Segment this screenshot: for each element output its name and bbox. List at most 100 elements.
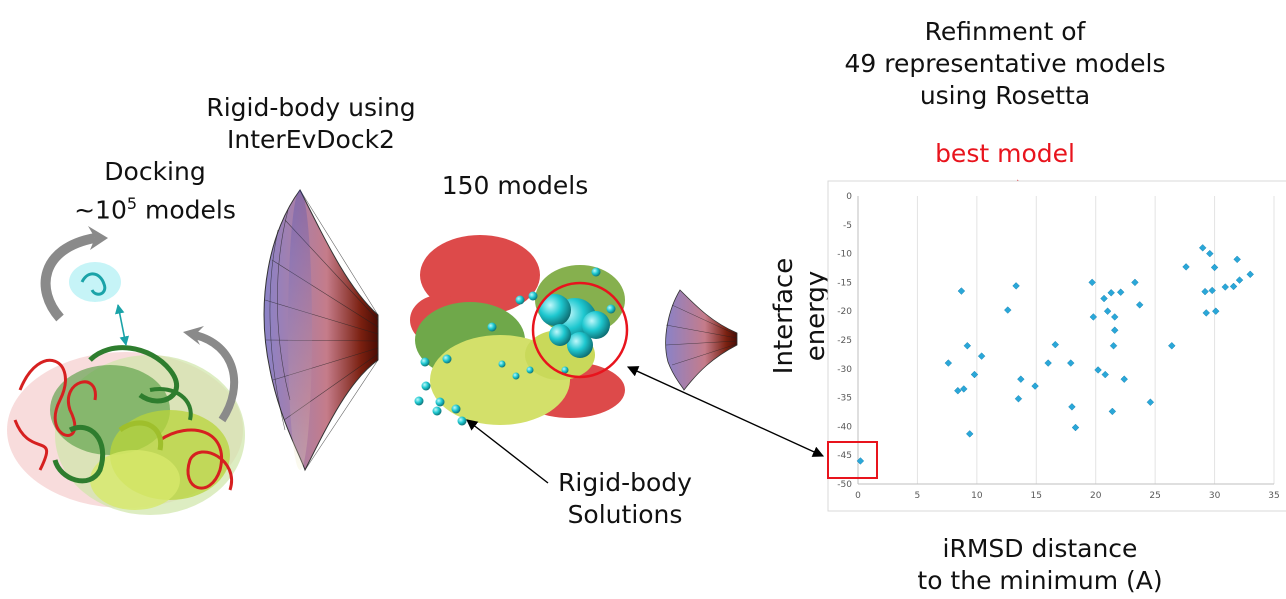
scatter-point — [963, 342, 972, 350]
scatter-point — [1107, 289, 1115, 297]
scatter-point — [1109, 342, 1118, 350]
scatter-point — [1068, 403, 1076, 411]
y-tick-label: -50 — [837, 480, 852, 490]
y-tick-label: -10 — [837, 250, 852, 260]
scatter-point — [1088, 278, 1096, 287]
scatter-point — [1131, 278, 1139, 287]
scatter-point — [1100, 294, 1108, 303]
x-tick-label: 15 — [1031, 491, 1042, 501]
x-tick-label: 25 — [1149, 491, 1160, 501]
models-150-structure — [410, 235, 629, 426]
rigid-solutions-label: Rigid-body Solutions — [530, 467, 720, 531]
y-tick-label: -40 — [837, 422, 852, 432]
refinement-line3: using Rosetta — [919, 81, 1091, 110]
scatter-point — [965, 430, 974, 438]
large-energy-funnel — [263, 189, 379, 472]
x-tick-label: 30 — [1209, 491, 1221, 501]
rigid-body-label-line2: InterEvDock2 — [227, 125, 395, 154]
models-150-text: 150 models — [441, 171, 589, 200]
scatter-point — [1168, 342, 1176, 350]
scatter-point — [1208, 286, 1216, 295]
chart-points — [856, 244, 1254, 465]
scatter-point — [1066, 359, 1075, 367]
chart-x-ticks: 0 5 10 15 20 25 30 35 — [855, 491, 1280, 501]
scatter-point — [1146, 398, 1155, 406]
y-tick-label: -45 — [837, 451, 852, 461]
x-tick-label: 35 — [1268, 491, 1279, 501]
scatter-point — [1198, 244, 1207, 252]
scatter-point — [1229, 282, 1238, 291]
scatter-point — [1004, 306, 1012, 314]
scatter-point — [1051, 340, 1060, 349]
small-energy-funnel — [665, 289, 738, 391]
scatter-point — [1246, 270, 1254, 279]
scatter-point — [1044, 359, 1052, 367]
scatter-point — [1235, 276, 1244, 284]
rigid-solutions-line1: Rigid-body — [558, 468, 692, 497]
scatter-point — [1101, 370, 1109, 379]
scatter-point — [960, 385, 968, 393]
x-axis-label: iRMSD distance to the minimum (A) — [890, 533, 1190, 597]
refinement-label: Refinment of 49 representative models us… — [830, 16, 1180, 112]
best-model-highlight-box — [827, 441, 878, 479]
scatter-point — [1182, 263, 1190, 271]
scatter-point — [1094, 366, 1102, 374]
scatter-point — [1110, 326, 1119, 334]
best-model-label: best model — [935, 139, 1075, 168]
y-tick-label: 0 — [846, 192, 852, 202]
scatter-point — [1103, 307, 1112, 315]
docking-label-line2: ~105 models — [74, 194, 236, 225]
scatter-point — [1108, 407, 1117, 416]
scatter-point — [1089, 313, 1098, 321]
chart-y-ticks: 0 -5 -10 -15 -20 -25 -30 -35 -40 -45 -50 — [837, 192, 852, 490]
solutions-pointer-arrow — [466, 419, 549, 484]
x-axis-label-line1: iRMSD distance — [942, 534, 1138, 563]
scatter-point — [1116, 288, 1125, 296]
scatter-point — [1135, 301, 1144, 309]
scatter-point — [944, 359, 953, 367]
scatter-point — [856, 457, 865, 465]
x-axis-label-line2: to the minimum (A) — [917, 566, 1163, 595]
scatter-point — [1120, 375, 1128, 383]
y-tick-label: -15 — [837, 278, 852, 288]
rigid-body-label-line1: Rigid-body using — [206, 93, 416, 122]
docking-label-line1: Docking — [104, 157, 206, 186]
scatter-point — [977, 352, 986, 360]
scatter-point — [1210, 263, 1219, 272]
scatter-point — [970, 370, 979, 379]
models-150-label: 150 models — [420, 170, 610, 202]
x-tick-label: 5 — [915, 491, 921, 501]
docking-complex-illustration — [7, 226, 245, 515]
scatter-point — [1012, 282, 1020, 290]
scatter-point — [954, 386, 962, 395]
best-model-link-arrow — [626, 366, 825, 457]
scatter-point — [1031, 382, 1039, 390]
scatter-point — [1071, 423, 1080, 432]
x-tick-label: 0 — [855, 491, 861, 501]
docking-label: Docking ~105 models — [55, 156, 255, 226]
x-tick-label: 10 — [971, 491, 983, 501]
scatter-point — [1201, 287, 1209, 296]
rigid-solutions-line2: Solutions — [567, 500, 683, 529]
x-tick-label: 20 — [1090, 491, 1102, 501]
scatter-point — [1221, 283, 1230, 291]
rigid-body-label: Rigid-body using InterEvDock2 — [196, 92, 426, 156]
scatter-point — [1014, 394, 1023, 403]
y-tick-label: -20 — [837, 307, 852, 317]
scatter-chart: 0 5 10 15 20 25 30 35 0 -5 -10 -15 -20 -25 -30 -35 -40 -… — [827, 180, 1286, 512]
y-tick-label: -5 — [843, 221, 852, 231]
scatter-point — [957, 287, 966, 295]
scatter-point — [1206, 249, 1214, 258]
refinement-line1: Refinment of — [924, 17, 1086, 46]
scatter-point — [1233, 255, 1241, 264]
scatter-point — [1110, 313, 1119, 321]
scatter-point — [1202, 309, 1211, 317]
refinement-line2: 49 representative models — [844, 49, 1166, 78]
chart-grid — [857, 196, 1275, 485]
y-tick-label: -35 — [837, 394, 852, 404]
y-tick-label: -25 — [837, 336, 852, 346]
scatter-point — [1212, 307, 1220, 315]
y-tick-label: -30 — [837, 365, 852, 375]
scatter-point — [1017, 375, 1025, 383]
